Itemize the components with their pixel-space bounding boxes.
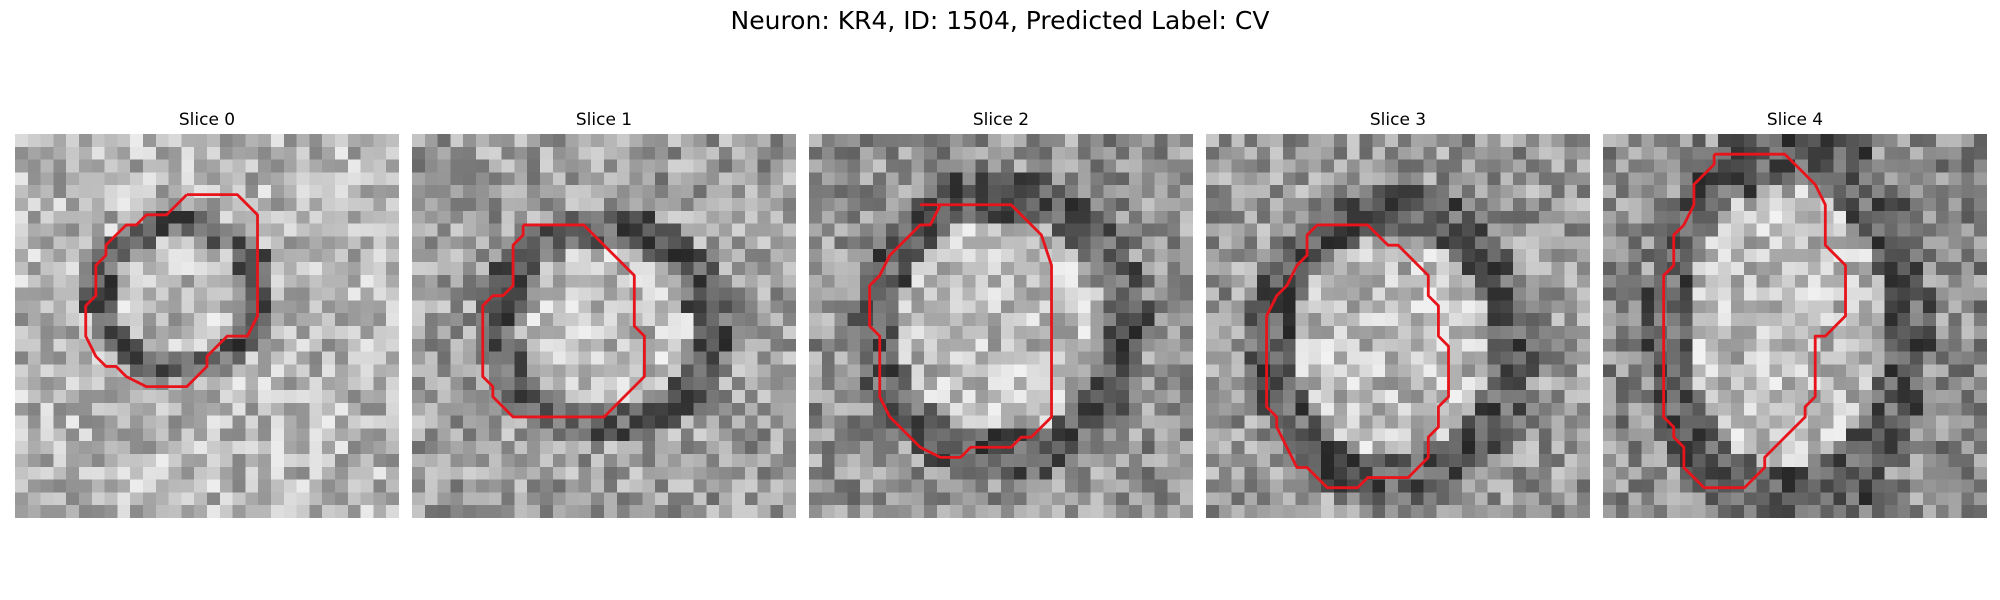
slice-title: Slice 2 [972,110,1030,130]
slice-title: Slice 1 [575,110,633,130]
slice-panel-1: Slice 1 [412,108,796,518]
slice-image [412,134,796,518]
slice-image [1603,134,1987,518]
slice-title: Slice 3 [1369,110,1427,130]
slice-panel-2: Slice 2 [809,108,1193,518]
slice-image [15,134,399,518]
slice-title: Slice 0 [178,110,236,130]
slice-panel-4: Slice 4 [1603,108,1987,518]
slice-title: Slice 4 [1766,110,1824,130]
segmentation-contour [1265,223,1450,490]
figure-title: Neuron: KR4, ID: 1504, Predicted Label: … [730,6,1270,35]
segmentation-contour [1662,152,1847,490]
segmentation-contour [481,223,646,419]
slice-image [809,134,1193,518]
segmentation-contour [84,193,259,389]
slice-image [1206,134,1590,518]
slice-panel-0: Slice 0 [15,108,399,518]
slice-panel-3: Slice 3 [1206,108,1590,518]
segmentation-contour [868,203,1053,459]
